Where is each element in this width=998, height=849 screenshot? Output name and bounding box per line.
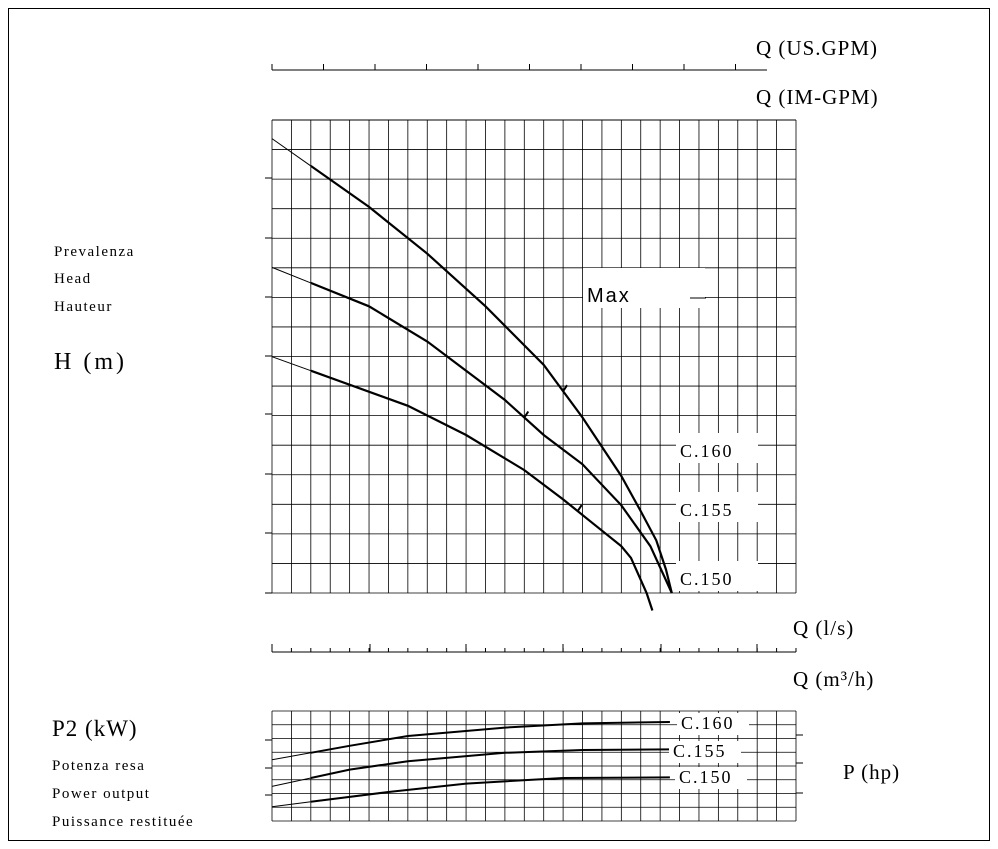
power-curve-extension-C.150 bbox=[271, 801, 311, 808]
power-curve-C.160 bbox=[310, 721, 670, 754]
head-curve-extension-C.155 bbox=[271, 266, 312, 284]
axis-label-h-m: H (m) bbox=[54, 349, 127, 375]
head-label-C.160-bg bbox=[676, 433, 758, 463]
axis-label-p-hp: P (hp) bbox=[843, 760, 901, 784]
axis-label-q-us-gpm: Q (US.GPM) bbox=[756, 36, 879, 60]
axis-label-q-m3h: Q (m³/h) bbox=[793, 667, 875, 691]
head-label-C.155-bg bbox=[676, 492, 758, 522]
chart-frame bbox=[8, 8, 990, 841]
max-annotation-bg bbox=[583, 268, 705, 308]
head-label-C.150: C.150 bbox=[680, 569, 734, 589]
power-curve-C.150 bbox=[310, 776, 670, 803]
power-curves bbox=[271, 721, 670, 808]
head-label-C.155: C.155 bbox=[680, 500, 734, 520]
head-label-en: Head bbox=[54, 271, 92, 287]
power-curve-extension-C.155 bbox=[271, 777, 311, 787]
head-curve-extension-C.150 bbox=[271, 356, 311, 372]
power-label-fr: Puissance restituée bbox=[52, 814, 195, 830]
mid-q-scale bbox=[271, 644, 797, 653]
axis-label-q-im-gpm: Q (IM-GPM) bbox=[756, 85, 879, 109]
power-label-it: Potenza resa bbox=[52, 758, 146, 774]
head-chart-ticks bbox=[265, 177, 272, 594]
power-label-C.155: C.155 bbox=[673, 741, 727, 761]
head-label-C.160: C.160 bbox=[680, 441, 734, 461]
head-curve-extension-C.160 bbox=[271, 138, 312, 167]
axis-label-q-ls: Q (l/s) bbox=[793, 616, 855, 640]
head-label-C.150-bg bbox=[676, 561, 758, 591]
head-label-it: Prevalenza bbox=[54, 244, 135, 260]
curve-labels: Max C.160 C.155 C.150 C.160 C.155 C.150 bbox=[583, 268, 758, 789]
efficiency-mark bbox=[562, 384, 568, 392]
power-label-C.160-bg bbox=[677, 713, 749, 735]
power-label-C.160: C.160 bbox=[681, 713, 735, 733]
power-label-C.150: C.150 bbox=[679, 767, 733, 787]
head-curve-C.150 bbox=[310, 369, 654, 611]
efficiency-mark bbox=[576, 504, 583, 512]
max-annotation: Max bbox=[587, 285, 631, 307]
power-curve-extension-C.160 bbox=[271, 752, 311, 761]
top-q-scales bbox=[271, 64, 796, 121]
power-curve-C.155 bbox=[310, 748, 670, 779]
power-label-en: Power output bbox=[52, 786, 151, 802]
axis-label-p2-kw: P2 (kW) bbox=[52, 716, 138, 741]
head-curves bbox=[271, 138, 673, 611]
power-label-C.150-bg bbox=[675, 767, 747, 789]
head-curve-C.155 bbox=[310, 281, 673, 594]
power-label-C.155-bg bbox=[669, 741, 741, 763]
efficiency-mark bbox=[523, 410, 530, 419]
head-label-fr: Hauteur bbox=[54, 299, 113, 315]
head-curve-C.160 bbox=[310, 165, 673, 594]
